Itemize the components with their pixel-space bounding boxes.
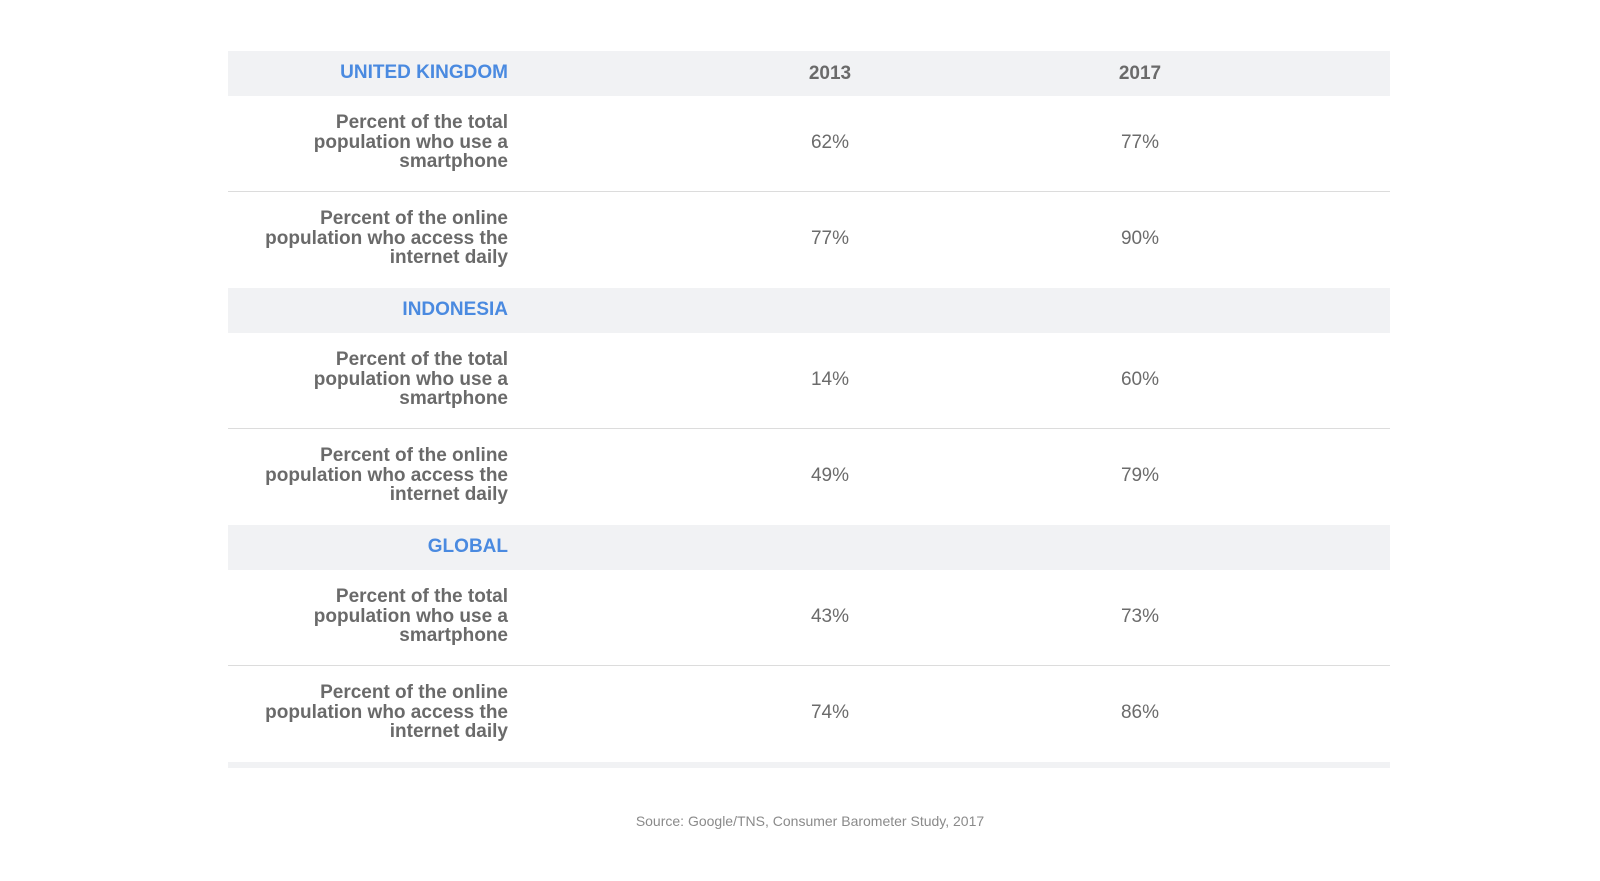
table-bottom-bar [228, 762, 1390, 768]
table-row: Percent of the online population who acc… [228, 192, 1390, 288]
value-2017: 79% [1120, 465, 1160, 486]
value-2013: 77% [810, 228, 850, 249]
value-2013: 74% [810, 702, 850, 723]
value-2017: 90% [1120, 228, 1160, 249]
value-2017: 60% [1120, 369, 1160, 390]
table-row: Percent of the online population who acc… [228, 666, 1390, 762]
row-label: Percent of the total population who use … [313, 586, 508, 646]
region-label: GLOBAL [427, 536, 508, 557]
value-2017: 73% [1120, 606, 1160, 627]
table-row: Percent of the total population who use … [228, 570, 1390, 666]
table-row: Percent of the total population who use … [228, 333, 1390, 429]
section-header-united-kingdom: UNITED KINGDOM 2013 2017 [228, 51, 1390, 96]
row-label: Percent of the online population who acc… [265, 208, 508, 268]
column-header-2017: 2017 [1118, 63, 1162, 84]
source-caption: Source: Google/TNS, Consumer Barometer S… [635, 813, 985, 829]
row-label: Percent of the online population who acc… [265, 445, 508, 505]
row-label: Percent of the online population who acc… [265, 682, 508, 742]
column-header-2013: 2013 [808, 63, 852, 84]
table-row: Percent of the online population who acc… [228, 429, 1390, 525]
section-header-global: GLOBAL [228, 525, 1390, 570]
region-label: UNITED KINGDOM [340, 62, 508, 83]
value-2013: 43% [810, 606, 850, 627]
section-header-indonesia: INDONESIA [228, 288, 1390, 333]
data-table: UNITED KINGDOM 2013 2017 Percent of the … [228, 51, 1390, 768]
value-2013: 62% [810, 132, 850, 153]
value-2017: 86% [1120, 702, 1160, 723]
region-label: INDONESIA [402, 299, 508, 320]
table-row: Percent of the total population who use … [228, 96, 1390, 192]
row-label: Percent of the total population who use … [313, 349, 508, 409]
value-2013: 14% [810, 369, 850, 390]
row-label: Percent of the total population who use … [313, 112, 508, 172]
value-2013: 49% [810, 465, 850, 486]
value-2017: 77% [1120, 132, 1160, 153]
